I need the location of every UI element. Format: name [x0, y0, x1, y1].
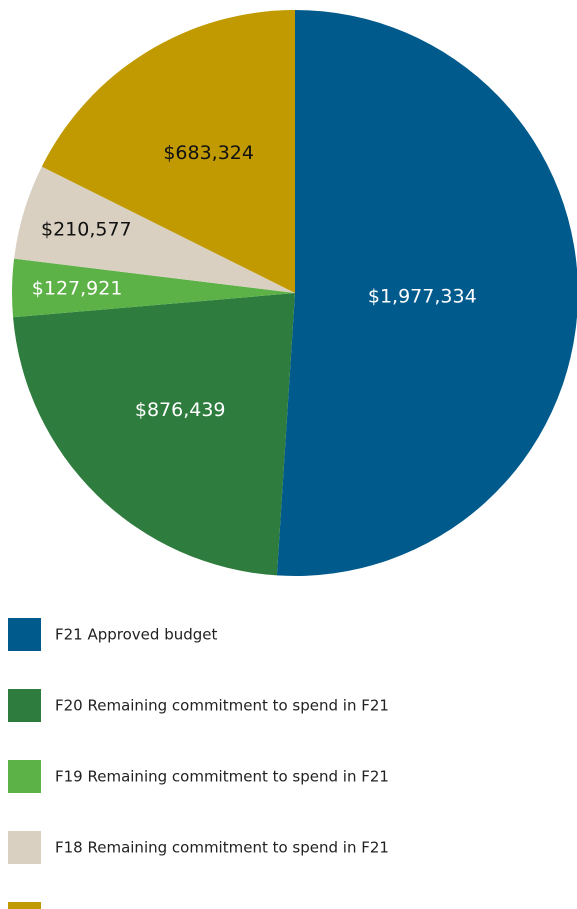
- legend-swatch: [8, 689, 41, 722]
- legend-label: F19 Remaining commitment to spend in F21: [55, 768, 389, 786]
- legend-swatch: [8, 760, 41, 793]
- value-label: $683,324: [163, 142, 254, 164]
- legend-swatch: [8, 831, 41, 864]
- pie-slice: [14, 166, 296, 293]
- legend-label: F18 Remaining commitment to spend in F21: [55, 839, 389, 857]
- legend-swatch: [8, 902, 41, 909]
- pie-slice: [13, 293, 295, 576]
- pie-slice: [41, 10, 295, 293]
- value-label: $1,977,334: [368, 286, 477, 308]
- legend-label: F21 Approved budget: [55, 626, 217, 644]
- value-label: $127,921: [32, 278, 123, 300]
- value-label: $876,439: [135, 399, 226, 421]
- legend-swatch: [8, 618, 41, 651]
- pie-slice: [276, 10, 577, 576]
- legend-label: F20 Remaining commitment to spend in F21: [55, 697, 389, 715]
- pie-slice: [12, 258, 296, 318]
- value-label: $210,577: [41, 219, 132, 241]
